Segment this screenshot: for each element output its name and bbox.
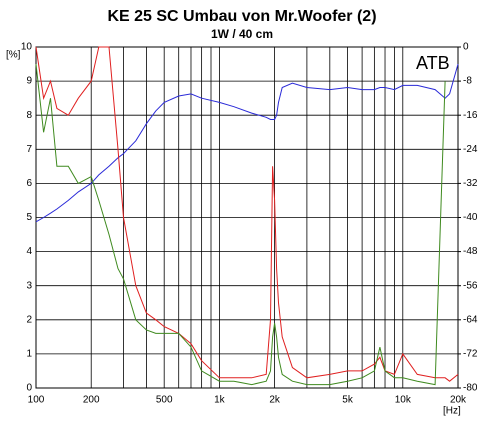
y2-tick-label: -56 xyxy=(463,280,478,291)
x-tick-label: 5k xyxy=(342,395,354,406)
y-tick-label: 2 xyxy=(26,314,32,325)
y2-tick-label: 0 xyxy=(463,42,469,53)
y2-tick-label: -72 xyxy=(463,349,478,360)
series-line xyxy=(35,64,446,386)
x-tick-label: 10k xyxy=(395,395,412,406)
y-tick-label: 1 xyxy=(26,349,32,360)
y2-tick-label: -16 xyxy=(463,110,478,121)
y-tick-label: 0 xyxy=(26,383,32,394)
y-tick-label: 8 xyxy=(26,110,32,121)
y2-tick-label: -8 xyxy=(463,76,472,87)
x-tick-label: 200 xyxy=(83,395,100,406)
y-tick-label: 9 xyxy=(26,76,32,87)
y-axis-label: [%] xyxy=(6,50,21,61)
y-tick-label: 6 xyxy=(26,178,32,189)
x-tick-label: 2k xyxy=(269,395,281,406)
x-tick-label: 500 xyxy=(156,395,173,406)
x-axis-label: [Hz] xyxy=(443,406,461,417)
plot-frame xyxy=(35,46,459,389)
y-tick-label: 10 xyxy=(21,42,33,53)
y2-tick-label: -48 xyxy=(463,246,478,257)
y2-tick-label: -64 xyxy=(463,314,478,325)
chart-title: KE 25 SC Umbau von Mr.Woofer (2) xyxy=(107,8,376,25)
y-tick-label: 5 xyxy=(26,212,32,223)
annotation: ATB xyxy=(416,53,450,73)
chart-subtitle: 1W / 40 cm xyxy=(211,27,273,41)
y-tick-label: 3 xyxy=(26,280,32,291)
x-tick-label: 20k xyxy=(450,395,467,406)
y2-tick-label: -24 xyxy=(463,144,478,155)
y-tick-label: 7 xyxy=(26,144,32,155)
y2-tick-label: -40 xyxy=(463,212,478,223)
y-tick-label: 4 xyxy=(26,246,32,257)
x-tick-label: 1k xyxy=(214,395,226,406)
y2-tick-label: -80 xyxy=(463,383,478,394)
x-tick-label: 100 xyxy=(28,395,45,406)
series-line xyxy=(35,63,459,223)
y2-tick-label: -32 xyxy=(463,178,478,189)
